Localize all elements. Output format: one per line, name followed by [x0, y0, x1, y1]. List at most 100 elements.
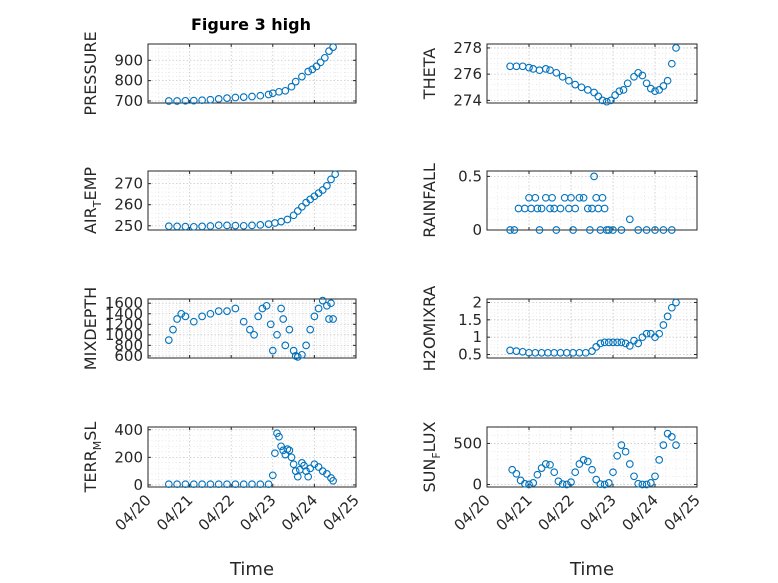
y-tick-label: 276 — [453, 65, 482, 83]
data-point — [594, 92, 603, 101]
data-point — [239, 93, 248, 101]
data-point — [298, 350, 306, 359]
data-point — [659, 441, 668, 449]
data-point — [206, 480, 215, 489]
data-point — [223, 221, 231, 230]
y-axis-label: THETA — [420, 48, 439, 100]
data-point — [596, 480, 605, 488]
data-point — [281, 341, 290, 350]
data-point — [323, 301, 331, 310]
y-tick-label: 900 — [114, 51, 143, 69]
data-point — [577, 83, 586, 92]
data-point — [302, 341, 310, 350]
y-axis-label: AIRTEMP — [81, 167, 104, 234]
data-point — [254, 312, 263, 321]
data-point — [541, 460, 550, 468]
data-point — [571, 204, 580, 213]
data-point — [173, 222, 181, 231]
y-tick-label: 1.5 — [458, 311, 482, 329]
data-point — [546, 460, 554, 469]
data-point — [600, 480, 609, 489]
data-point — [672, 441, 680, 449]
data-point — [198, 480, 206, 489]
data-point — [291, 77, 300, 86]
data-point — [181, 480, 190, 489]
data-point — [239, 480, 248, 489]
data-point — [634, 479, 643, 488]
y-tick-label: 2 — [472, 293, 482, 311]
data-point — [214, 307, 223, 315]
data-point — [604, 226, 613, 234]
subplot-air-temp: 250 260 270 AIRTEMP — [81, 167, 357, 235]
y-tick-label: 200 — [114, 448, 143, 466]
data-point — [617, 226, 626, 234]
data-point — [268, 346, 277, 355]
data-point — [655, 329, 664, 338]
data-point — [592, 475, 601, 484]
data-point — [588, 465, 596, 474]
data-point — [598, 96, 607, 105]
y-tick-label: 274 — [453, 91, 482, 109]
data-point — [239, 221, 248, 230]
data-point — [279, 315, 288, 323]
data-point — [667, 433, 676, 441]
data-point — [510, 226, 519, 234]
data-point — [600, 338, 609, 347]
subplot-h2omixra: 0.511.52 H2OMIXRA — [420, 286, 698, 371]
axes-frame — [486, 298, 698, 359]
data-point — [231, 304, 240, 313]
data-point — [329, 476, 337, 485]
data-point — [546, 204, 554, 213]
data-point — [550, 468, 559, 477]
data-point — [506, 226, 514, 234]
data-point — [623, 79, 632, 88]
y-tick-label: 800 — [114, 336, 143, 354]
x-tick-label: 04/21 — [493, 491, 536, 534]
data-point — [287, 453, 296, 462]
data-point — [248, 221, 256, 230]
data-point — [611, 91, 619, 99]
data-point — [304, 472, 313, 481]
data-point — [312, 62, 321, 71]
x-tick-label: 04/23 — [236, 491, 279, 534]
data-point — [621, 447, 630, 456]
data-point — [223, 307, 231, 315]
y-axis-label: TERRMSL — [81, 422, 104, 494]
data-point — [663, 76, 672, 85]
data-point — [583, 204, 592, 213]
data-point — [583, 457, 592, 466]
data-point — [316, 58, 325, 67]
y-tick-label: 0.5 — [458, 167, 482, 185]
y-tick-label: 250 — [114, 217, 143, 235]
data-point — [651, 87, 659, 96]
data-point — [607, 96, 615, 105]
data-point — [579, 456, 588, 464]
data-point — [588, 347, 596, 355]
y-axis-label: SUNFLUX — [420, 421, 443, 492]
plot-area — [487, 171, 697, 230]
data-point — [239, 317, 248, 326]
data-point — [262, 301, 271, 310]
data-point — [617, 338, 626, 347]
data-point — [306, 325, 315, 334]
data-point — [529, 479, 538, 487]
data-point — [214, 480, 223, 489]
data-point — [508, 465, 517, 474]
data-point — [558, 480, 567, 488]
data-point — [646, 84, 655, 93]
data-point — [325, 315, 333, 323]
axes-frame — [486, 43, 698, 104]
y-tick-label: 0.5 — [458, 346, 482, 364]
plot-area — [148, 427, 356, 487]
data-point — [579, 193, 588, 202]
data-point — [231, 221, 240, 230]
data-point — [651, 226, 659, 234]
data-point — [659, 226, 668, 234]
data-point — [651, 472, 659, 481]
data-point — [248, 92, 256, 101]
data-point — [575, 460, 584, 468]
y-tick-label: 1600 — [105, 294, 143, 312]
data-point — [256, 91, 265, 100]
